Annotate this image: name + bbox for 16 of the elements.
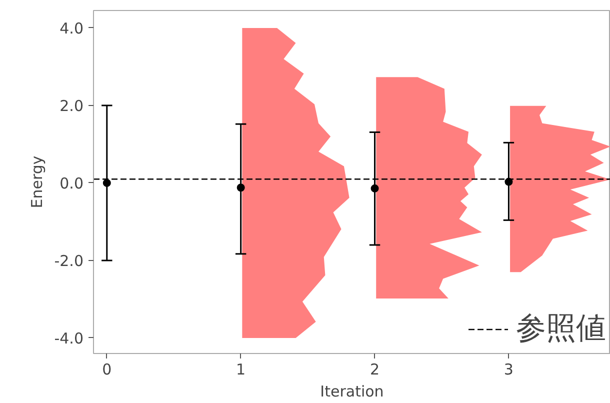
legend-label: 参照値 bbox=[516, 310, 606, 348]
x-tick-label: 1 bbox=[236, 360, 246, 378]
x-tick-label: 0 bbox=[102, 360, 112, 378]
point bbox=[102, 178, 111, 187]
x-tick-label: 3 bbox=[504, 360, 514, 378]
y-tick-label: 2.0 bbox=[60, 96, 84, 115]
y-tick-label: -2.0 bbox=[54, 252, 84, 270]
point bbox=[504, 178, 513, 186]
point bbox=[236, 184, 245, 192]
x-axis-title: Iteration bbox=[320, 382, 384, 400]
x-tick-label: 2 bbox=[370, 360, 380, 378]
point bbox=[370, 184, 379, 192]
y-axis-title: Energy bbox=[28, 156, 46, 208]
y-tick-label: 4.0 bbox=[60, 19, 84, 38]
y-tick-label: 0.0 bbox=[60, 174, 84, 192]
y-tick-label: -4.0 bbox=[54, 329, 84, 348]
